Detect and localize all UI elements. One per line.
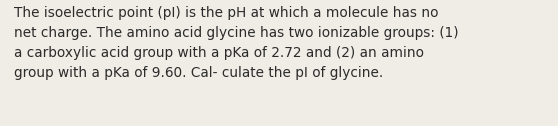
Text: The isoelectric point (pI) is the pH at which a molecule has no
net charge. The : The isoelectric point (pI) is the pH at … <box>14 6 459 80</box>
